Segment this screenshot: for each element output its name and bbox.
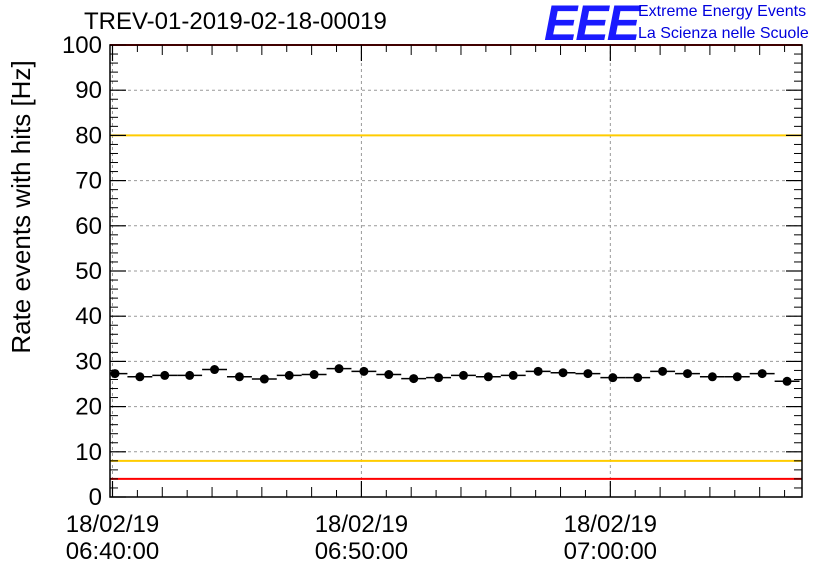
point-marker <box>483 372 493 382</box>
y-tick-label: 100 <box>62 32 102 59</box>
point-marker <box>135 372 145 382</box>
point-marker <box>185 370 195 380</box>
data-point <box>401 374 427 384</box>
point-marker <box>160 370 170 380</box>
x-tick-date: 18/02/19 <box>66 511 159 538</box>
point-marker <box>732 372 742 382</box>
point-marker <box>110 369 120 379</box>
point-marker <box>583 369 593 379</box>
point-marker <box>633 373 643 383</box>
ticks <box>110 44 802 498</box>
x-tick-time: 07:00:00 <box>564 538 657 565</box>
data-point <box>575 369 601 379</box>
point-marker <box>309 370 319 380</box>
x-tick-date: 18/02/19 <box>315 511 408 538</box>
data-point <box>276 370 302 380</box>
data-point <box>202 365 227 375</box>
data-point <box>699 372 725 382</box>
data-point <box>426 373 452 383</box>
plot-frame <box>109 44 803 498</box>
point-marker <box>259 374 269 384</box>
data-point <box>226 372 252 382</box>
point-marker <box>608 373 618 383</box>
data-point <box>351 366 377 376</box>
data-point <box>326 364 352 374</box>
point-marker <box>558 368 568 378</box>
point-marker <box>533 366 543 376</box>
x-tick-labels: 18/02/1906:40:0018/02/1906:50:0018/02/19… <box>66 511 657 565</box>
point-marker <box>658 366 668 376</box>
y-tick-label: 0 <box>89 484 102 511</box>
data-point <box>625 373 651 383</box>
data-point <box>600 373 626 383</box>
chart-title: TREV-01-2019-02-18-00019 <box>84 8 387 35</box>
data-point <box>525 366 551 376</box>
data-point <box>451 370 476 380</box>
point-marker <box>458 370 468 380</box>
data-point <box>749 369 775 379</box>
data-point <box>724 372 750 382</box>
y-tick-label: 80 <box>75 122 102 149</box>
data-point <box>301 370 327 380</box>
x-tick-time: 06:50:00 <box>315 538 408 565</box>
point-marker <box>384 370 394 380</box>
point-marker <box>284 370 294 380</box>
x-tick-time: 06:40:00 <box>66 538 159 565</box>
data-point <box>650 366 676 376</box>
x-tick-date: 18/02/19 <box>564 511 657 538</box>
data-point <box>110 369 128 379</box>
data-point <box>251 374 277 384</box>
logo-line-1: Extreme Energy Events <box>638 3 807 20</box>
grid <box>110 45 802 497</box>
point-marker <box>409 374 419 384</box>
data-point <box>675 369 700 379</box>
point-marker <box>682 369 692 379</box>
data-point <box>152 370 178 380</box>
point-marker <box>434 373 444 383</box>
y-tick-label: 30 <box>75 348 102 375</box>
data-point <box>774 376 800 386</box>
y-tick-label: 10 <box>75 439 102 466</box>
point-marker <box>334 364 344 374</box>
point-marker <box>210 365 220 375</box>
point-marker <box>234 372 244 382</box>
data-point <box>475 372 501 382</box>
data-point <box>376 370 402 380</box>
eee-logo: EEE <box>544 0 640 51</box>
point-marker <box>359 366 369 376</box>
data-point <box>127 372 153 382</box>
reference-lines <box>110 44 802 480</box>
point-marker <box>782 376 792 386</box>
y-tick-label: 90 <box>75 77 102 104</box>
y-tick-label: 70 <box>75 168 102 195</box>
data-point <box>177 370 203 380</box>
y-tick-label: 40 <box>75 303 102 330</box>
y-tick-labels: 0 10 20 30 40 50 60 70 80 90 100 <box>62 32 102 511</box>
data-points <box>110 364 800 386</box>
point-marker <box>707 372 717 382</box>
y-tick-label: 60 <box>75 213 102 240</box>
point-marker <box>508 370 518 380</box>
data-point <box>550 368 576 378</box>
y-tick-label: 20 <box>75 394 102 421</box>
y-axis-label: Rate events with hits [Hz] <box>6 60 36 353</box>
data-point <box>500 370 526 380</box>
y-tick-label: 50 <box>75 258 102 285</box>
point-marker <box>757 369 767 379</box>
logo-line-2: La Scienza nelle Scuole <box>638 25 809 42</box>
